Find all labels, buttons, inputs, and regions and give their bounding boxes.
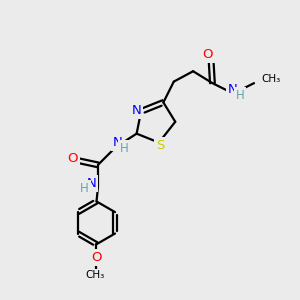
Text: O: O [68, 152, 78, 165]
Text: N: N [228, 83, 238, 97]
Text: CH₃: CH₃ [262, 74, 281, 84]
Text: N: N [132, 104, 142, 117]
Text: N: N [112, 136, 122, 149]
Text: S: S [156, 139, 165, 152]
Text: H: H [120, 142, 128, 155]
Text: CH₃: CH₃ [85, 270, 105, 280]
Text: O: O [91, 251, 102, 264]
Text: H: H [236, 88, 244, 101]
Text: O: O [203, 48, 213, 62]
Text: H: H [80, 182, 89, 195]
Text: N: N [87, 177, 96, 190]
